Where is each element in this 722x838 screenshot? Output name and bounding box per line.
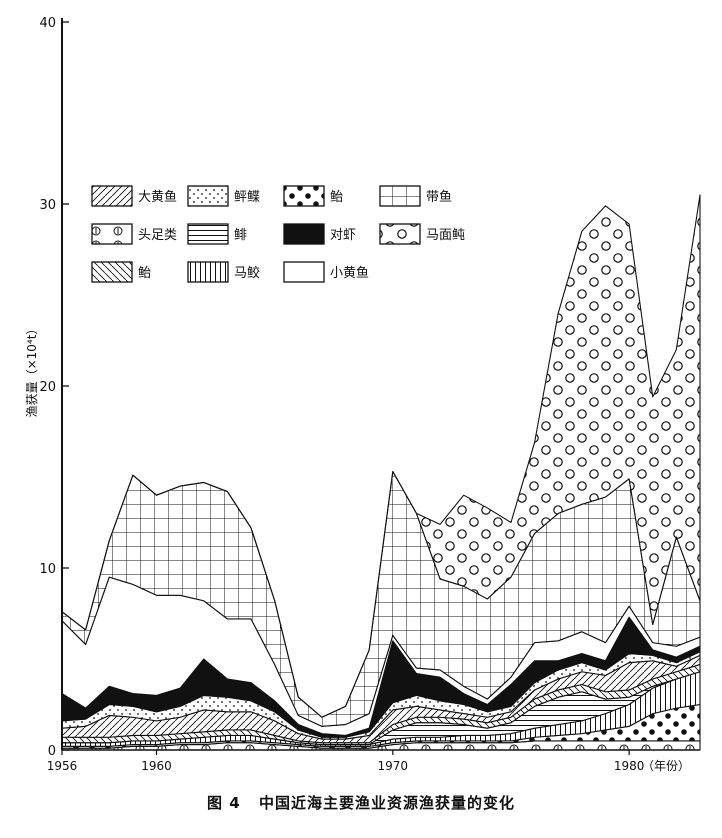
legend-swatch-8	[91, 261, 133, 283]
legend-swatch-7	[379, 223, 421, 245]
legend-label-4: 头足类	[138, 228, 177, 243]
legend-label-5: 鲱	[234, 228, 247, 243]
axes-layer: 0 10 20 30 40 1956 1960 1970 1980（年份） 渔获量（×10⁴t）	[25, 16, 700, 773]
area-series-10	[61, 194, 701, 718]
x-tick-label-1970: 1970	[378, 759, 409, 773]
x-tick-label-1956: 1956	[47, 759, 78, 773]
legend-label-10: 小黄鱼	[330, 265, 369, 281]
legend-swatch-5	[187, 223, 229, 245]
legend-label-6: 对虾	[330, 228, 356, 243]
y-tick-label-40: 40	[39, 16, 56, 31]
legend-swatch-9	[187, 261, 229, 283]
figure-number: 图 4	[207, 794, 241, 812]
areas-layer	[61, 194, 701, 751]
y-tick-label-10: 10	[39, 562, 56, 577]
legend-swatch-10	[283, 261, 325, 283]
legend-label-1: 鲆鲽	[234, 190, 260, 205]
figure-title: 中国近海主要渔业资源渔获量的变化	[258, 794, 515, 812]
y-axis-label: 渔获量（×10⁴t）	[25, 323, 39, 418]
legend: 大黄鱼 鲆鲽鲐带鱼头足类鲱对虾 马面鲀鲐 马鲛 小黄鱼	[91, 185, 465, 283]
legend-swatch-0	[91, 185, 133, 207]
legend-swatch-1	[187, 185, 229, 207]
legend-swatch-3	[379, 185, 421, 207]
legend-label-3: 带鱼	[426, 189, 452, 205]
y-tick-label-30: 30	[39, 198, 56, 213]
legend-label-0: 大黄鱼	[138, 189, 177, 205]
figure-caption: 图 4 中国近海主要渔业资源渔获量的变化	[0, 792, 722, 813]
x-tick-label-1980: 1980	[614, 759, 645, 773]
legend-label-9: 马鲛	[234, 266, 260, 281]
x-axis-label: （年份）	[642, 759, 690, 773]
legend-label-7: 马面鲀	[426, 228, 465, 243]
y-tick-label-0: 0	[48, 744, 56, 759]
y-tick-label-20: 20	[39, 380, 56, 395]
legend-swatch-6	[283, 223, 325, 245]
legend-swatch-2	[283, 185, 325, 207]
legend-swatch-4	[91, 223, 133, 245]
x-tick-label-1960: 1960	[141, 759, 172, 773]
legend-label-2: 鲐	[330, 190, 343, 205]
legend-label-8: 鲐	[138, 266, 151, 281]
